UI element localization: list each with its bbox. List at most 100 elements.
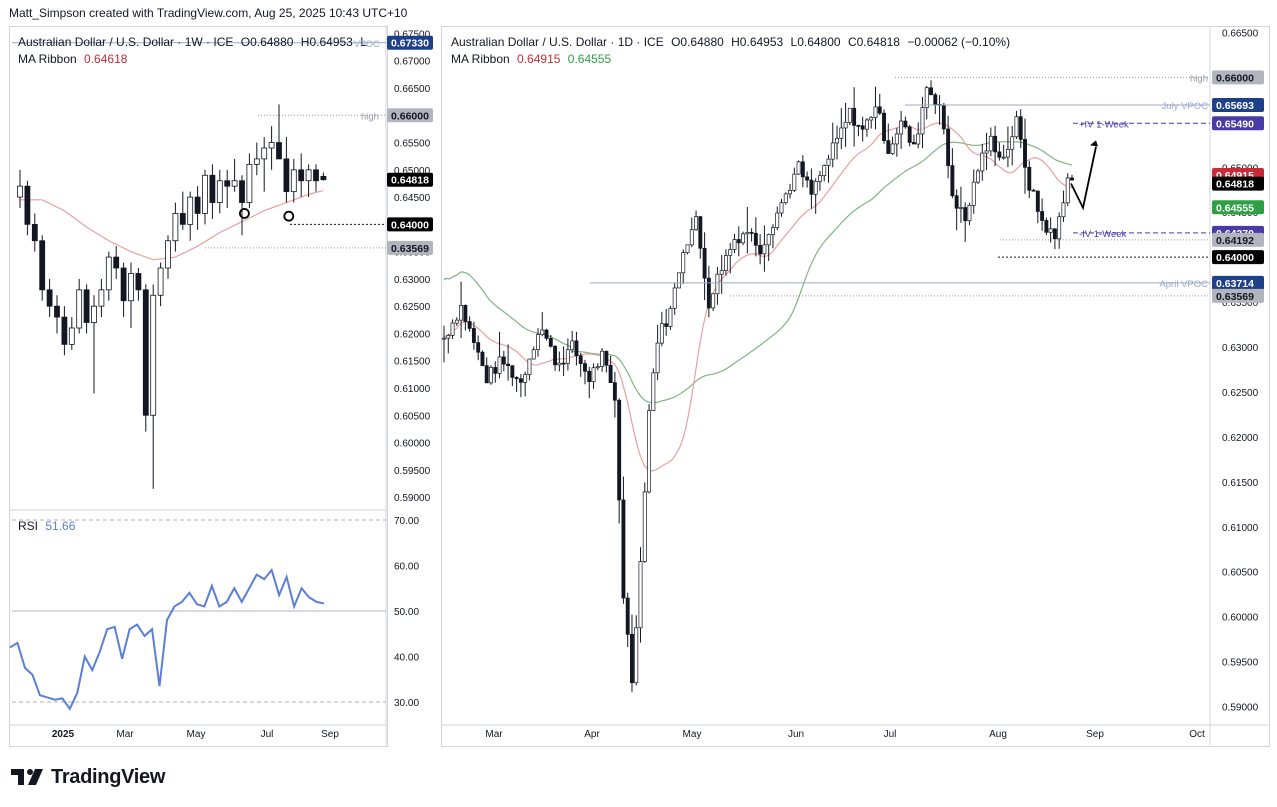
rsi-tick: 60.00 [394,562,419,573]
weekly-axis-label-0.64000-bg [387,217,433,232]
weekly-axis-label-0.66000-bg [387,108,433,123]
daily-time-label: Apr [584,729,600,740]
weekly-candle-body [98,289,105,307]
daily-candle-body [715,273,720,295]
weekly-candle-body [105,256,112,291]
weekly-candle-body [268,142,275,149]
rsi-tick: 50.00 [394,607,419,618]
daily-candle-body [518,378,523,383]
daily-candle-body [1052,228,1057,240]
weekly-price-tick: 0.59500 [394,466,431,477]
weekly-candle-body [150,294,157,416]
weekly-price-tick: 0.65500 [394,139,431,150]
daily-candle-body [1061,202,1066,218]
weekly-candle-body [17,185,23,198]
daily-chart-panel[interactable] [441,26,1270,747]
daily-time-label: Jun [788,729,804,740]
daily-candle-body [446,335,451,339]
daily-axis-label-0.64000-bg [1212,250,1264,265]
daily-candle-body [1010,136,1015,150]
daily-candle-body [843,121,848,129]
daily-candle-body [732,239,737,250]
daily-axis-label-0.63714-bg [1212,275,1264,290]
daily-candle-body [916,133,921,145]
weekly-price-tick: 0.62500 [394,302,431,313]
weekly-ma-value: 0.64618 [84,52,128,66]
weekly-candle-body [24,185,31,225]
daily-candle-body [984,150,989,154]
weekly-time-label: 2025 [52,729,75,740]
weekly-axis-label-0.66000: 0.66000 [391,110,429,122]
daily-candle-body [847,107,852,123]
weekly-candle-body [83,289,90,323]
daily-candle-body [651,372,656,411]
weekly-price-tick: 0.67000 [394,57,431,68]
daily-axis-label-0.64818: 0.64818 [1216,179,1254,191]
tradingview-logo[interactable]: TradingView [11,764,165,790]
weekly-candle-body [142,289,149,416]
daily-candle-body [882,112,886,141]
daily-candle-body [1001,156,1006,159]
daily-candle-body [527,358,532,376]
daily-candle-body [1070,177,1074,181]
daily-candle-body [839,127,844,139]
weekly-price-tick: 0.67500 [394,29,431,40]
daily-candle-body [903,120,908,128]
tradingview-logo-text: TradingView [51,765,166,788]
daily-candle-body [822,165,827,177]
weekly-candle-body [194,196,201,214]
daily-candle-body [899,120,904,135]
daily-candle-body [523,374,528,383]
daily-candle-body [775,212,780,228]
weekly-chart-panel[interactable] [9,26,388,747]
weekly-candle-body [165,240,171,269]
daily-candle-body [719,270,724,275]
daily-candle-body [489,367,493,384]
daily-candle-body [809,179,814,195]
weekly-candle-body [298,169,305,182]
daily-time-label: Mar [485,729,503,740]
daily-candle-body [625,597,630,635]
daily-candle-body [689,229,694,246]
daily-legend: Australian Dollar / U.S. Dollar · 1D · I… [451,34,1010,51]
daily-candle-body [647,410,652,493]
weekly-candle-body [187,196,194,225]
daily-candle-body [788,190,792,195]
daily-candle-body [800,161,805,178]
daily-ma-label: MA Ribbon [451,52,510,66]
weekly-axis-label-0.64818-bg [387,172,433,187]
daily-candle-body [988,135,993,152]
weekly-candle-body [231,180,238,187]
weekly-candle-body [31,223,38,242]
weekly-axis-label-0.63569: 0.63569 [391,243,429,255]
daily-axis-label-0.66000: 0.66000 [1216,72,1254,84]
daily-axis-label-0.65693: 0.65693 [1216,100,1254,112]
daily-candle-body [929,87,933,96]
daily-candle-body [724,255,728,272]
daily-axis-label-0.64192: 0.64192 [1216,235,1254,247]
daily-candle-body [634,627,639,684]
daily-candle-body [835,137,839,144]
weekly-candle-body [135,273,142,291]
daily-candle-body [454,319,459,324]
weekly-candle-body [128,273,134,302]
daily-candle-body [864,119,869,130]
weekly-candle-body [113,256,120,269]
weekly-candle-body [91,305,97,323]
weekly-price-tick: 0.65000 [394,166,431,177]
daily-candle-body [826,158,831,166]
daily-candle-body [1014,116,1019,138]
weekly-candle-body [68,327,75,345]
weekly-candle-body [239,180,245,203]
daily-change: −0.00062 (−0.10%) [907,35,1011,49]
weekly-ma-legend: MA Ribbon 0.64618 [18,51,127,68]
daily-price-tick: 0.62000 [1222,433,1259,444]
daily-candle-body [612,382,617,401]
rsi-tick: 70.00 [394,516,419,527]
daily-candle-body [553,346,558,366]
daily-ma-fast-line [443,122,1073,472]
daily-candle-body [583,363,587,372]
daily-candle-body [711,293,716,309]
